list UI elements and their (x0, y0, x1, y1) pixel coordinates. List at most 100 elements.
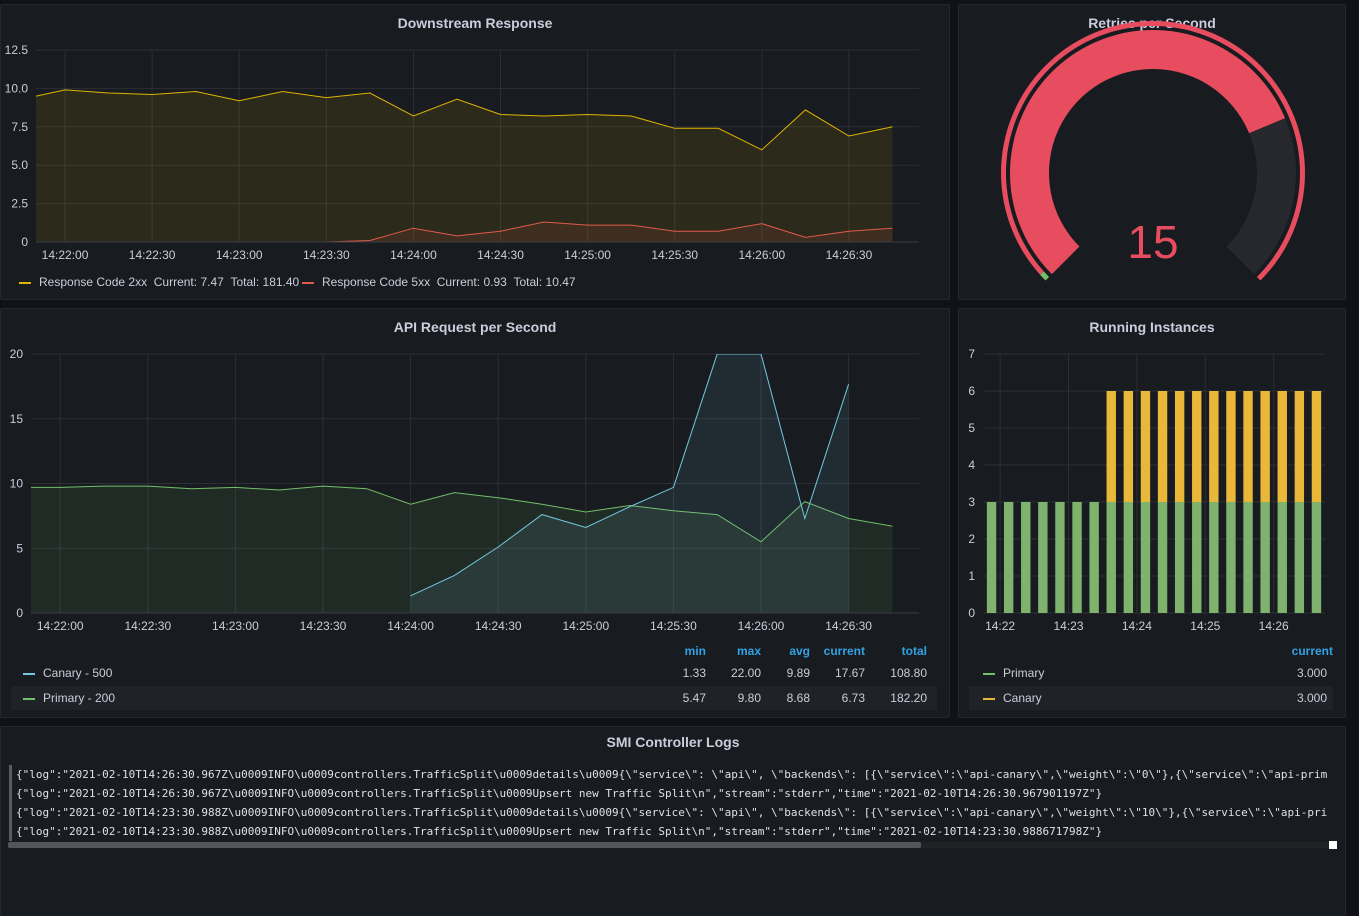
x-tick-label: 14:25:30 (651, 248, 698, 262)
bar (1106, 391, 1116, 502)
log-line[interactable]: {"log":"2021-02-10T14:23:30.988Z\u0009IN… (9, 803, 1327, 822)
stat-current: 3.000 (1296, 666, 1327, 680)
bar (1123, 502, 1134, 613)
bar (1260, 391, 1270, 502)
horizontal-scrollbar[interactable] (8, 842, 1334, 848)
api-request-panel: API Request per Second 0 5 10 15 20 14:22:00 1… (0, 308, 950, 718)
y-tick-label: 7.5 (11, 120, 28, 134)
bar (1277, 502, 1287, 613)
bar (1140, 502, 1151, 613)
scrollbar-thumb[interactable] (8, 842, 921, 848)
series-line (410, 354, 850, 597)
legend-swatch (23, 697, 35, 700)
panel-title[interactable]: Downstream Response (397, 15, 553, 31)
stat-avg: 9.89 (786, 666, 810, 680)
bar (1123, 391, 1134, 502)
smi-controller-logs-panel: SMI Controller Logs {"log":"2021-02-10T1… (0, 726, 1346, 916)
column-header-avg[interactable]: avg (789, 644, 810, 658)
x-tick-label: 14:23:00 (212, 619, 259, 633)
resize-handle-icon[interactable] (1329, 841, 1337, 849)
y-tick-label: 20 (10, 347, 24, 361)
bar (1311, 391, 1322, 502)
legend-row-canary[interactable]: Canary - 500 1.33 22.00 9.89 17.67 108.8… (11, 661, 931, 685)
x-tick-label: 14:24 (1122, 619, 1152, 633)
x-tick-label: 14:24:30 (475, 619, 522, 633)
log-line[interactable]: {"log":"2021-02-10T14:26:30.967Z\u0009IN… (9, 765, 1327, 784)
gauge-remaining-arc (1226, 118, 1296, 275)
log-line[interactable]: {"log":"2021-02-10T14:23:30.988Z\u0009IN… (9, 822, 1327, 841)
legend-swatch (983, 697, 995, 700)
column-header-current[interactable]: current (1291, 644, 1333, 658)
running-instances-chart[interactable]: 0 1 2 3 4 5 6 7 14:22 14:23 14:24 14:25 14:26 (959, 339, 1345, 669)
x-tick-label: 14:25:00 (562, 619, 609, 633)
legend-row-primary[interactable]: Primary - 200 5.47 9.80 8.68 6.73 182.20 (11, 686, 937, 710)
x-tick-label: 14:22:00 (42, 248, 89, 262)
bar (1021, 502, 1031, 613)
bar (1192, 502, 1202, 613)
x-tick-label: 14:22:00 (37, 619, 84, 633)
bar (1072, 502, 1082, 613)
stat-max: 22.00 (730, 666, 761, 680)
x-tick-label: 14:22 (985, 619, 1015, 633)
bar (1055, 502, 1065, 613)
legend-series-label: Canary - 500 (23, 661, 112, 685)
x-tick-label: 14:24:00 (387, 619, 434, 633)
y-tick-label: 12.5 (5, 43, 29, 57)
bar (1089, 502, 1099, 613)
stat-current: 17.67 (834, 666, 865, 680)
x-tick-label: 14:25:00 (564, 248, 611, 262)
log-line[interactable]: {"log":"2021-02-10T14:26:30.967Z\u0009IN… (9, 784, 1327, 803)
api-legend-table: min max avg current total Canary - 500 1… (11, 639, 937, 719)
column-header-current[interactable]: current (823, 644, 865, 658)
y-tick-label: 7 (968, 347, 975, 361)
y-tick-label: 3 (968, 495, 975, 509)
downstream-response-chart[interactable]: 0 2.5 5.0 7.5 10.0 12.5 14:22:00 14:22:30 14:23:… (1, 35, 949, 285)
legend-row-canary[interactable]: Canary 3.000 (969, 686, 1333, 710)
y-tick-label: 0 (16, 606, 23, 620)
stat-current: 6.73 (841, 691, 865, 705)
api-request-chart[interactable]: 0 5 10 15 20 14:22:00 14:22:30 14:23:00 14:23:30… (1, 339, 949, 669)
legend-series-label: Canary (983, 686, 1042, 710)
legend-swatch (19, 281, 31, 284)
x-tick-label: 14:23:30 (300, 619, 347, 633)
x-tick-label: 14:24:30 (477, 248, 524, 262)
column-header-total[interactable]: total (901, 644, 927, 658)
y-tick-label: 0 (968, 606, 975, 620)
y-tick-label: 5.0 (11, 158, 28, 172)
series-line (36, 221, 893, 242)
bar (1260, 502, 1270, 613)
panel-title[interactable]: API Request per Second (393, 319, 557, 335)
bar (1106, 502, 1116, 613)
column-header-min[interactable]: min (684, 644, 706, 658)
legend-item-2xx[interactable]: Response Code 2xx Current: 7.47 Total: 1… (19, 275, 299, 289)
column-header-max[interactable]: max (736, 644, 761, 658)
panel-title[interactable]: SMI Controller Logs (606, 734, 740, 750)
x-tick-label: 14:23:00 (216, 248, 263, 262)
stat-total: 182.20 (890, 691, 927, 705)
y-tick-label: 15 (10, 412, 24, 426)
running-instances-panel: Running Instances 0 1 2 3 4 5 6 7 14:22 14:23 14:2… (958, 308, 1346, 718)
y-tick-label: 4 (968, 458, 975, 472)
y-tick-label: 10.0 (5, 81, 29, 95)
retries-per-second-panel: Retries per Second 15 (958, 4, 1346, 300)
y-tick-label: 1 (968, 569, 975, 583)
bar (1226, 391, 1236, 502)
legend-item-5xx[interactable]: Response Code 5xx Current: 0.93 Total: 1… (302, 275, 576, 289)
x-tick-label: 14:26 (1259, 619, 1289, 633)
bar (1174, 391, 1185, 502)
bar (1294, 502, 1305, 613)
legend-row-primary[interactable]: Primary 3.000 (969, 661, 1337, 685)
downstream-response-panel: Downstream Response 0 2.5 5.0 7.5 10.0 12.5 14… (0, 4, 950, 300)
bar (1243, 391, 1253, 502)
panel-title[interactable]: Running Instances (1089, 319, 1215, 335)
y-tick-label: 6 (968, 384, 975, 398)
gauge-value: 15 (1127, 216, 1179, 268)
legend-series-label: Primary - 200 (23, 686, 115, 710)
y-tick-label: 0 (21, 235, 28, 249)
instances-legend-table: current Primary 3.000 Canary 3.000 (969, 639, 1337, 719)
retries-gauge (1001, 21, 1305, 281)
x-tick-label: 14:26:30 (826, 248, 873, 262)
legend-header: min max avg current total (11, 639, 931, 663)
gauge-value-arc (1009, 29, 1286, 275)
x-tick-label: 14:25 (1190, 619, 1220, 633)
